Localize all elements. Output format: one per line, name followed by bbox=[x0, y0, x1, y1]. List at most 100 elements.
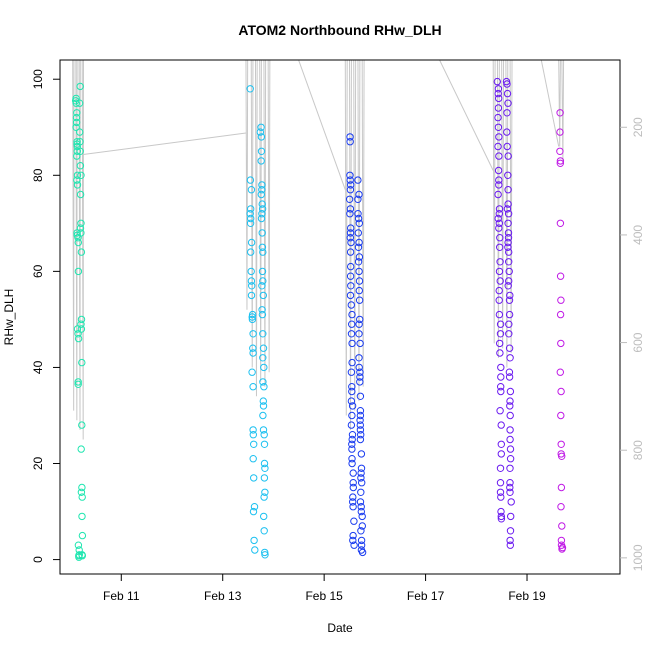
point-s1-c1-36 bbox=[261, 488, 269, 496]
point-s2-c0-40 bbox=[349, 493, 357, 501]
point-s0-c1-2 bbox=[76, 128, 84, 136]
point-s3-c0-41 bbox=[496, 488, 505, 496]
point-s4-c0-13 bbox=[557, 440, 565, 448]
point-s1-c0-9 bbox=[247, 267, 255, 276]
point-s2-c1-9 bbox=[355, 253, 364, 261]
point-s2-c1-29 bbox=[356, 426, 365, 434]
point-s2-c1-20 bbox=[355, 363, 363, 372]
point-s1-c1-16 bbox=[259, 277, 267, 285]
point-s3-c1-34 bbox=[506, 402, 514, 410]
point-s1-c0-28 bbox=[250, 536, 258, 545]
point-s1-c1-4 bbox=[257, 157, 265, 165]
point-s3-c0-36 bbox=[497, 421, 505, 429]
point-s0-c0-22 bbox=[74, 334, 83, 343]
point-s3-c0-33 bbox=[497, 383, 505, 391]
profile-descent-4 bbox=[245, 60, 249, 310]
point-s2-c1-4 bbox=[354, 214, 363, 223]
point-s3-c1-40 bbox=[506, 464, 514, 472]
point-s3-c1-33 bbox=[506, 397, 514, 405]
point-s2-c1-5 bbox=[355, 219, 363, 228]
point-s1-c0-7 bbox=[247, 238, 256, 247]
point-s2-c0-4 bbox=[347, 181, 355, 189]
point-s2-c1-37 bbox=[357, 488, 365, 496]
point-s2-c0-18 bbox=[347, 301, 355, 309]
point-s3-c1-8 bbox=[504, 171, 512, 180]
point-s3-c1-14 bbox=[504, 229, 513, 237]
point-s1-c0-24 bbox=[249, 455, 257, 463]
point-s3-c0-24 bbox=[495, 286, 503, 295]
x-tick-label-3: Feb 17 bbox=[407, 589, 445, 603]
point-s3-c1-35 bbox=[506, 411, 514, 420]
point-s1-c1-17 bbox=[258, 282, 266, 290]
point-s0-c0-23 bbox=[74, 378, 82, 386]
point-s3-c1-27 bbox=[505, 330, 513, 338]
point-s0-c1-0 bbox=[76, 82, 84, 91]
point-s0-c1-12 bbox=[77, 315, 86, 324]
point-s0-c0-19 bbox=[74, 267, 83, 276]
point-s3-c1-37 bbox=[506, 435, 514, 444]
point-s2-c1-25 bbox=[356, 407, 365, 415]
point-s3-c1-15 bbox=[504, 234, 513, 242]
point-s3-c1-41 bbox=[506, 479, 514, 487]
point-s3-c0-39 bbox=[496, 464, 505, 472]
point-s3-c0-10 bbox=[494, 166, 503, 175]
data-points bbox=[72, 77, 567, 561]
point-s0-c0-20 bbox=[73, 325, 82, 333]
y2-tick-label-0: 200 bbox=[631, 117, 645, 137]
profile-descent-14 bbox=[361, 60, 365, 387]
point-s3-c1-3 bbox=[504, 99, 512, 107]
plot-frame bbox=[59, 59, 621, 575]
point-s1-c0-23 bbox=[250, 440, 258, 448]
point-s3-c1-38 bbox=[506, 445, 515, 453]
point-s1-c0-11 bbox=[248, 282, 256, 290]
point-s1-c1-11 bbox=[257, 214, 266, 223]
point-s4-c0-3 bbox=[556, 157, 565, 165]
point-s3-c0-23 bbox=[496, 277, 504, 285]
point-s1-c1-0 bbox=[257, 123, 265, 132]
point-s1-c1-3 bbox=[257, 147, 266, 156]
point-s0-c1-18 bbox=[78, 483, 86, 492]
point-s3-c1-48 bbox=[506, 541, 514, 549]
point-s3-c1-1 bbox=[503, 80, 511, 88]
point-s4-c0-0 bbox=[556, 109, 564, 117]
point-s4-c0-15 bbox=[558, 452, 566, 460]
point-s4-c0-22 bbox=[558, 545, 566, 553]
point-s0-c1-14 bbox=[77, 325, 86, 333]
point-s3-c1-30 bbox=[505, 368, 514, 376]
point-s3-c1-17 bbox=[504, 243, 512, 252]
point-s2-c0-32 bbox=[348, 435, 356, 444]
point-s1-c1-26 bbox=[260, 383, 268, 391]
point-s1-c1-31 bbox=[260, 431, 268, 439]
point-s4-c0-4 bbox=[556, 159, 564, 168]
y-tick-label-5: 100 bbox=[31, 69, 45, 89]
point-s1-c0-18 bbox=[249, 349, 257, 357]
point-s1-c0-20 bbox=[249, 383, 257, 391]
point-s4-c0-2 bbox=[556, 147, 564, 156]
point-s1-c1-22 bbox=[259, 344, 268, 352]
point-s3-c0-20 bbox=[496, 243, 504, 252]
point-s4-c0-10 bbox=[556, 368, 564, 376]
point-s0-c1-22 bbox=[78, 531, 87, 540]
point-s3-c0-43 bbox=[497, 507, 505, 516]
point-s2-c0-22 bbox=[348, 339, 356, 348]
point-s1-c1-28 bbox=[259, 402, 268, 410]
point-s1-c1-8 bbox=[258, 200, 266, 208]
point-s3-c1-25 bbox=[505, 310, 514, 319]
point-s3-c1-11 bbox=[503, 205, 512, 213]
point-s3-c1-13 bbox=[504, 219, 512, 228]
point-s1-c0-15 bbox=[248, 315, 257, 324]
point-s2-c0-21 bbox=[347, 330, 356, 338]
point-s3-c1-20 bbox=[505, 267, 513, 276]
x-tick-label-0: Feb 11 bbox=[103, 589, 140, 603]
point-s3-c0-9 bbox=[495, 152, 503, 160]
point-s3-c0-30 bbox=[496, 349, 504, 357]
point-s2-c1-2 bbox=[354, 195, 362, 204]
point-s1-c1-5 bbox=[258, 181, 266, 189]
point-s3-c0-42 bbox=[497, 493, 505, 501]
point-s0-c1-20 bbox=[78, 493, 86, 501]
point-s2-c1-22 bbox=[356, 373, 364, 381]
point-s2-c0-1 bbox=[346, 138, 354, 146]
point-s3-c0-3 bbox=[495, 94, 503, 103]
point-s2-c0-23 bbox=[348, 358, 356, 367]
point-s2-c0-14 bbox=[347, 262, 355, 271]
